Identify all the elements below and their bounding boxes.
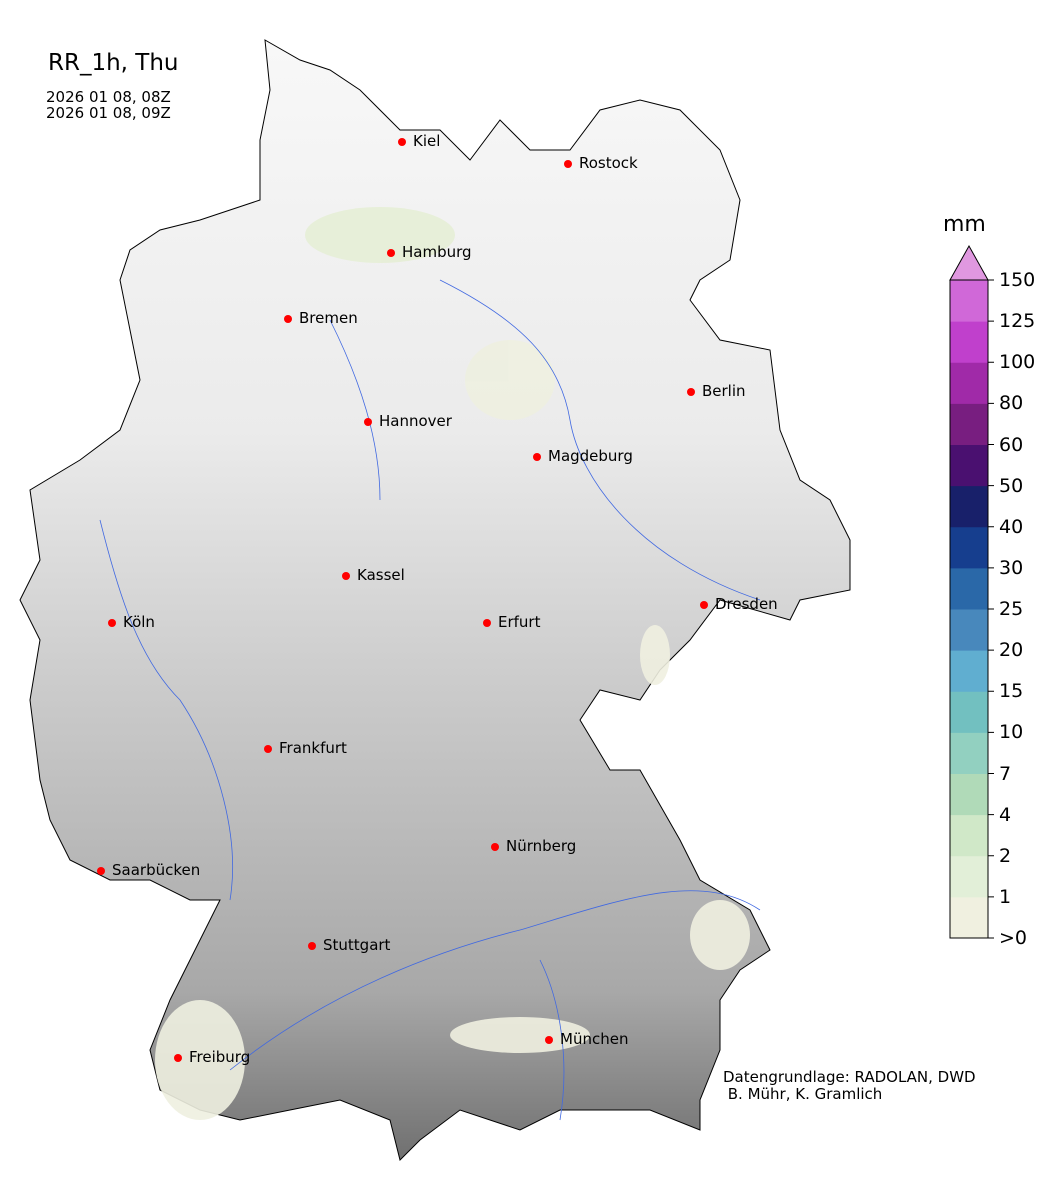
colorbar-tick-label: 100: [999, 351, 1036, 374]
city-marker: [108, 618, 116, 627]
colorbar-tick-label: 40: [999, 515, 1024, 538]
colorbar-tick-label: 2: [999, 844, 1012, 867]
colorbar-tick-label: 50: [999, 474, 1024, 497]
city-marker: [687, 387, 695, 396]
colorbar-tick-label: 7: [999, 762, 1012, 785]
colorbar-tick-label: 1: [999, 885, 1012, 908]
city-koeln: Köln: [108, 613, 155, 631]
city-stuttgart: Stuttgart: [308, 936, 390, 954]
city-marker: [264, 744, 272, 753]
colorbar-tick-label: >0: [999, 927, 1028, 949]
city-nuernberg: Nürnberg: [491, 837, 576, 855]
credit-authors: B. Mühr, K. Gramlich: [723, 1085, 883, 1103]
city-marker: [387, 248, 395, 257]
city-marker: [564, 159, 572, 168]
city-marker: [342, 571, 350, 580]
colorbar-tick-label: 4: [999, 803, 1012, 826]
time-start: 2026 01 08, 08Z: [46, 88, 171, 106]
colorbar-tick-label: 20: [999, 639, 1024, 662]
city-saarbruecken: Saarbücken: [97, 861, 200, 879]
city-marker: [491, 842, 499, 851]
city-hamburg: Hamburg: [387, 243, 472, 261]
colorbar-tick-label: 30: [999, 556, 1024, 579]
city-rostock: Rostock: [564, 154, 638, 172]
city-marker: [398, 137, 406, 146]
city-marker: [364, 417, 372, 426]
city-marker: [174, 1053, 182, 1062]
rivers: [99, 279, 761, 1121]
colorbar-tick-label: 60: [999, 433, 1024, 456]
city-marker: [545, 1035, 553, 1044]
colorbar-tick-label: 125: [999, 310, 1036, 333]
city-marker: [308, 941, 316, 950]
city-frankfurt: Frankfurt: [264, 739, 347, 757]
credit-source: Datengrundlage: RADOLAN, DWD: [723, 1068, 976, 1086]
city-marker: [97, 866, 105, 875]
colorbar-tick-label: 10: [999, 721, 1024, 744]
germany-outline: [19, 39, 851, 1161]
city-freiburg: Freiburg: [174, 1048, 250, 1066]
city-kiel: Kiel: [398, 132, 440, 150]
city-dresden: Dresden: [700, 595, 778, 613]
map-title: RR_1h, Thu: [48, 50, 179, 76]
time-end: 2026 01 08, 09Z: [46, 104, 171, 122]
city-berlin: Berlin: [687, 382, 746, 400]
city-hannover: Hannover: [364, 412, 452, 430]
colorbar-tick-label: 80: [999, 392, 1024, 415]
precipitation-areas: [155, 207, 750, 1120]
city-marker: [533, 452, 541, 461]
city-marker: [700, 600, 708, 609]
city-bremen: Bremen: [284, 309, 358, 327]
city-marker: [284, 314, 292, 323]
city-erfurt: Erfurt: [483, 613, 540, 631]
city-kassel: Kassel: [342, 566, 405, 584]
city-muenchen: München: [545, 1030, 628, 1048]
city-magdeburg: Magdeburg: [533, 447, 633, 465]
colorbar-tick-label: 150: [999, 269, 1036, 291]
city-marker: [483, 618, 491, 627]
colorbar-tick-label: 25: [999, 598, 1024, 620]
colorbar-unit: mm: [943, 212, 986, 237]
colorbar-tick-label: 15: [999, 680, 1024, 703]
